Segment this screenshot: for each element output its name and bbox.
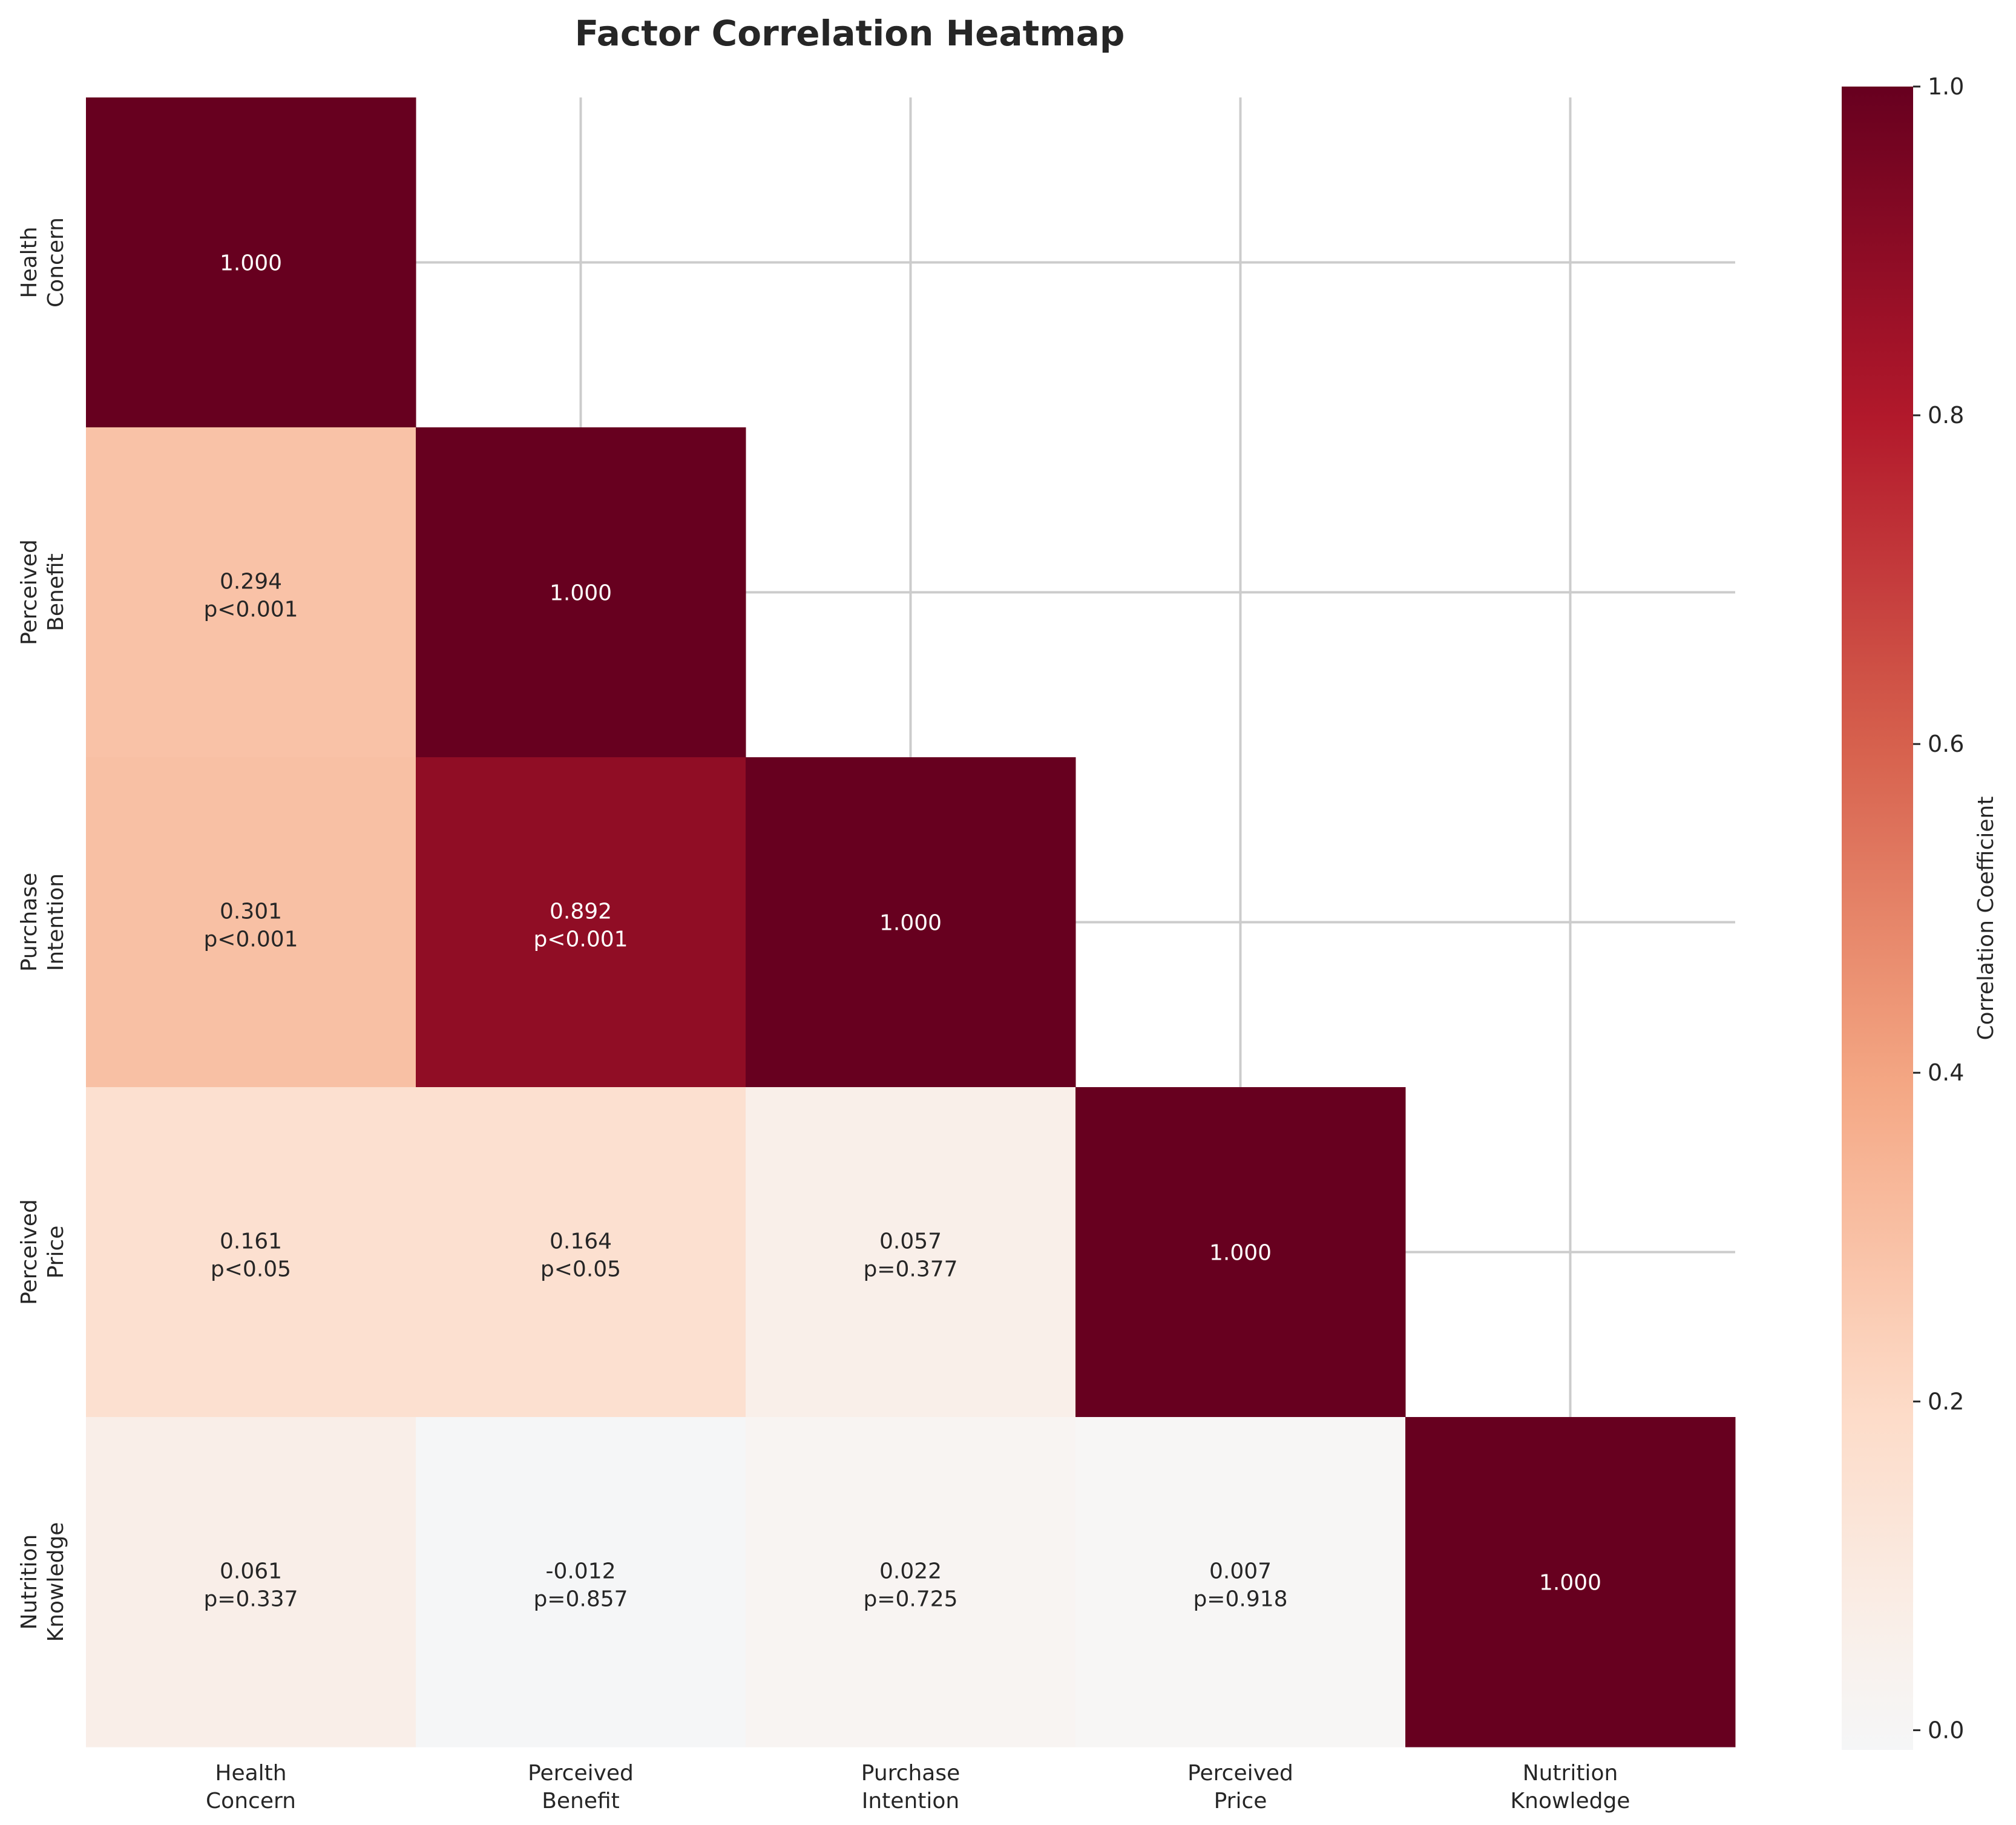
colorbar-tick-label: 0.0 xyxy=(1928,1717,1964,1743)
x-tick-label: Nutrition xyxy=(1523,1761,1618,1786)
colorbar-tick-label: 0.2 xyxy=(1928,1388,1964,1415)
y-tick-label: Perceived xyxy=(17,539,42,645)
heatmap-cells: 1.000 0.294 p<0.001 1.000 0.301 p<0.001 0.892 p… xyxy=(86,97,1736,1748)
y-tick-label: Benefit xyxy=(44,553,68,631)
colorbar-gradient xyxy=(1842,87,1913,1750)
x-tick-label: Perceived xyxy=(1187,1761,1293,1786)
chart-title: Factor Correlation Heatmap xyxy=(575,13,1125,54)
cell-pvalue-label: p<0.001 xyxy=(533,927,628,952)
x-tick-label: Perceived xyxy=(528,1761,634,1786)
colorbar-tick-label: 1.0 xyxy=(1928,73,1964,100)
heatmap-cell xyxy=(746,1087,1076,1418)
cell-value-label: 0.161 xyxy=(220,1229,282,1254)
cell-value-label: 0.007 xyxy=(1209,1559,1272,1584)
cell-pvalue-label: p=0.918 xyxy=(1193,1587,1287,1612)
heatmap-cell xyxy=(746,757,1076,1088)
cell-value-label: 0.892 xyxy=(550,899,612,924)
x-tick-label: Concern xyxy=(206,1789,296,1813)
cell-pvalue-label: p<0.05 xyxy=(540,1257,621,1282)
cell-pvalue-label: p<0.001 xyxy=(203,927,298,952)
cell-value-label: 1.000 xyxy=(550,581,612,606)
cell-value-label: 0.164 xyxy=(550,1229,612,1254)
cell-value-label: 1.000 xyxy=(1209,1241,1272,1266)
x-tick-labels: Health Concern Perceived Benefit Purchase Int… xyxy=(206,1761,1630,1813)
cell-value-label: 0.301 xyxy=(220,899,282,924)
x-tick-label: Intention xyxy=(862,1789,959,1813)
cell-value-label: 0.061 xyxy=(220,1559,282,1584)
heatmap-cell xyxy=(1075,1087,1406,1418)
x-tick-label: Knowledge xyxy=(1511,1789,1630,1813)
colorbar: 0.0 0.2 0.4 0.6 0.8 1.0 Correlation Coefficien… xyxy=(1842,73,1998,1750)
y-tick-label: Concern xyxy=(44,217,68,307)
y-tick-label: Knowledge xyxy=(44,1522,68,1642)
colorbar-tick-label: 0.4 xyxy=(1928,1059,1964,1086)
cell-value-label: 0.294 xyxy=(220,570,282,594)
cell-value-label: -0.012 xyxy=(545,1559,616,1584)
y-tick-label: Price xyxy=(44,1226,68,1279)
x-tick-label: Price xyxy=(1214,1789,1267,1813)
heatmap-cell xyxy=(416,1417,746,1748)
cell-value-label: 1.000 xyxy=(1539,1571,1601,1596)
cell-pvalue-label: p=0.337 xyxy=(203,1587,298,1612)
cell-pvalue-label: p<0.05 xyxy=(211,1257,291,1282)
y-tick-label: Perceived xyxy=(17,1199,42,1305)
cell-pvalue-label: p<0.001 xyxy=(203,597,298,622)
y-tick-label: Intention xyxy=(44,873,68,971)
cell-pvalue-label: p=0.377 xyxy=(863,1257,957,1282)
cell-pvalue-label: p=0.725 xyxy=(863,1587,957,1612)
heatmap-cell xyxy=(86,757,416,1088)
heatmap-cell xyxy=(1075,1417,1406,1748)
cell-value-label: 1.000 xyxy=(879,911,942,936)
heatmap-cell xyxy=(1405,1417,1736,1748)
heatmap-cell xyxy=(416,1087,746,1418)
heatmap-cell xyxy=(86,1087,416,1418)
colorbar-tick-label: 0.6 xyxy=(1928,731,1964,757)
heatmap-cell xyxy=(86,427,416,758)
cell-value-label: 0.057 xyxy=(879,1229,942,1254)
y-tick-label: Purchase xyxy=(17,873,42,972)
colorbar-tick-label: 0.8 xyxy=(1928,402,1964,429)
cell-value-label: 0.022 xyxy=(879,1559,942,1584)
heatmap-cell xyxy=(416,427,746,758)
y-tick-label: Nutrition xyxy=(17,1534,42,1630)
y-tick-label: Health xyxy=(17,226,42,298)
cell-pvalue-label: p=0.857 xyxy=(533,1587,628,1612)
x-tick-label: Health xyxy=(215,1761,286,1786)
heatmap-cell xyxy=(86,1417,416,1748)
heatmap-cell xyxy=(746,1417,1076,1748)
x-tick-label: Purchase xyxy=(861,1761,960,1786)
colorbar-label: Correlation Coefficient xyxy=(1974,797,1998,1041)
heatmap-cell xyxy=(416,757,746,1088)
heatmap-cell xyxy=(86,97,416,428)
x-tick-label: Benefit xyxy=(542,1789,620,1813)
cell-value-label: 1.000 xyxy=(220,251,282,276)
